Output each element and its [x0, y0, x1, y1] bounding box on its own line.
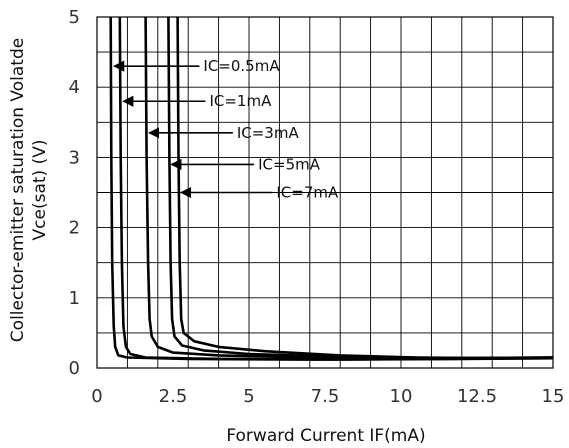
- x-tick-label: 5: [243, 386, 254, 407]
- y-tick-label: 2: [69, 218, 80, 239]
- series-lines: [109, 16, 554, 361]
- x-tick-labels: 0 2.5 5 7.5 10 12.5 15: [91, 386, 564, 407]
- y-axis-title-line1: Collector-emitter saturation Volatde: [8, 38, 28, 342]
- grid: [97, 17, 553, 368]
- x-tick-label: 0: [91, 386, 102, 407]
- x-axis-title: Forward Current IF(mA): [226, 426, 425, 446]
- y-tick-label: 5: [69, 7, 80, 28]
- x-tick-label: 15: [542, 386, 565, 407]
- y-tick-label: 0: [69, 358, 80, 379]
- y-tick-label: 3: [69, 147, 80, 168]
- annotation-label-1: IC=0.5mA: [203, 57, 280, 75]
- series-annotations: IC=0.5mA IC=1mA IC=3mA IC=5mA IC=7mA: [113, 57, 339, 202]
- series-line-5: [176, 16, 554, 360]
- x-tick-label: 7.5: [311, 386, 340, 407]
- y-tick-label: 1: [69, 288, 80, 309]
- x-tick-label: 10: [390, 386, 413, 407]
- annotation-label-4: IC=5mA: [258, 155, 321, 173]
- y-axis-title-line2: Vce(sat) (V): [30, 140, 50, 241]
- annotation-label-2: IC=1mA: [209, 92, 272, 110]
- plot-frame: [96, 16, 554, 369]
- y-tick-labels: 0 1 2 3 4 5: [69, 7, 80, 379]
- x-tick-label: 2.5: [159, 386, 188, 407]
- annotation-label-3: IC=3mA: [237, 124, 300, 142]
- y-tick-label: 4: [69, 77, 80, 98]
- x-tick-label: 12.5: [457, 386, 497, 407]
- annotation-label-5: IC=7mA: [276, 184, 339, 202]
- series-line-2: [118, 16, 554, 361]
